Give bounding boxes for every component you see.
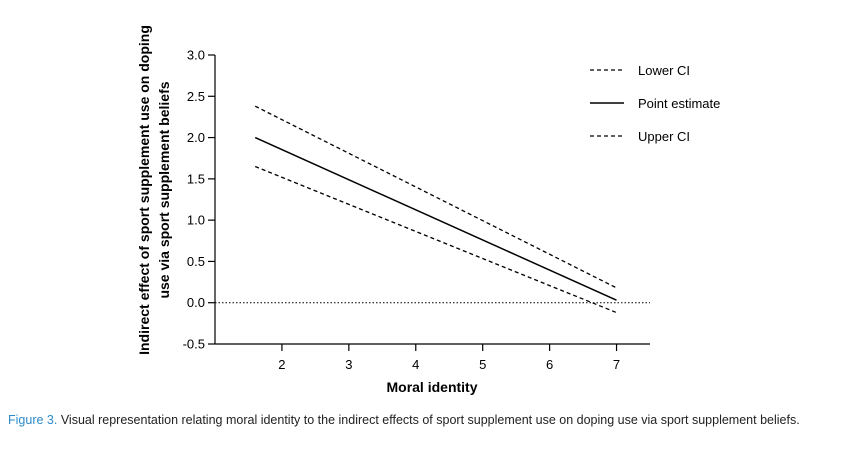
legend-label-point-estimate: Point estimate bbox=[638, 96, 720, 111]
y-tick-label: 3.0 bbox=[187, 48, 205, 63]
legend-label-upper-ci: Upper CI bbox=[638, 129, 690, 144]
y-tick-label: 0.0 bbox=[187, 295, 205, 310]
y-axis-label-line-1: Indirect effect of sport supplement use … bbox=[136, 25, 152, 355]
x-tick-label: 4 bbox=[412, 357, 419, 372]
y-tick-label: 0.5 bbox=[187, 254, 205, 269]
figure-caption: Figure 3. Visual representation relating… bbox=[8, 412, 853, 428]
figure-caption-text: Visual representation relating moral ide… bbox=[57, 413, 800, 427]
plot-area: -0.5 0.0 0.5 1.0 1.5 2.0 2.5 3.0 2 3 4 5 6 7 bbox=[183, 48, 650, 372]
legend-label-lower-ci: Lower CI bbox=[638, 63, 690, 78]
x-tick-label: 7 bbox=[613, 357, 620, 372]
y-tick-label: 1.5 bbox=[187, 171, 205, 186]
x-tick-label: 5 bbox=[479, 357, 486, 372]
figure-caption-label: Figure 3. bbox=[8, 413, 58, 427]
series-line-upper-ci bbox=[254, 105, 617, 289]
y-tick-label: 2.5 bbox=[187, 89, 205, 104]
y-tick-label: 2.0 bbox=[187, 130, 205, 145]
y-axis-label-line-2: use via sport supplement beliefs bbox=[156, 81, 172, 298]
x-tick-label: 6 bbox=[546, 357, 553, 372]
y-tick-label: 1.0 bbox=[187, 213, 205, 228]
series-line-point-estimate bbox=[254, 136, 617, 301]
x-ticks: 2 3 4 5 6 7 bbox=[278, 344, 620, 372]
x-axis-label: Moral identity bbox=[386, 379, 477, 395]
series-lines bbox=[254, 105, 617, 314]
series-line-lower-ci bbox=[254, 165, 617, 314]
x-tick-label: 3 bbox=[345, 357, 352, 372]
x-tick-label: 2 bbox=[278, 357, 285, 372]
y-ticks: -0.5 0.0 0.5 1.0 1.5 2.0 2.5 3.0 bbox=[183, 48, 215, 352]
y-tick-label: -0.5 bbox=[183, 337, 205, 352]
legend: Lower CI Point estimate Upper CI bbox=[590, 63, 720, 144]
